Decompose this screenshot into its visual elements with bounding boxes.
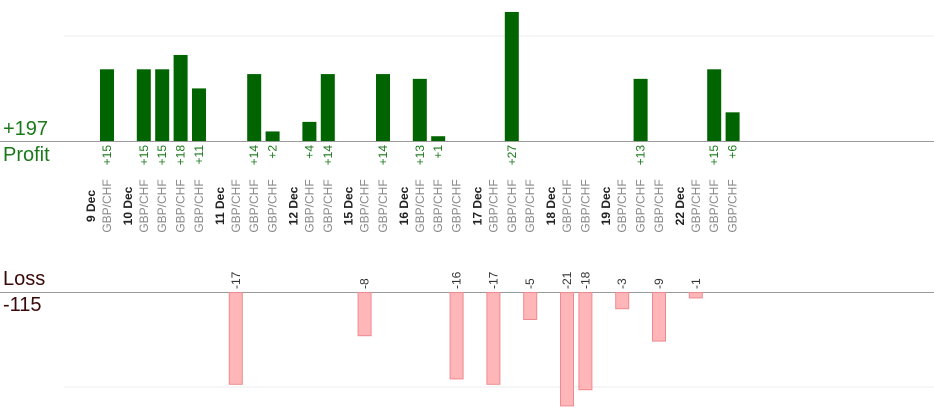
pair-label: GBP/CHF	[413, 179, 427, 232]
loss-value-label: -21	[560, 271, 574, 289]
pair-label: GBP/CHF	[376, 179, 390, 232]
loss-bar	[560, 292, 574, 407]
pair-label: GBP/CHF	[192, 179, 206, 232]
pair-label: GBP/CHF	[652, 179, 666, 232]
date-label: 9 Dec	[84, 190, 98, 222]
profit-bar	[192, 88, 206, 141]
profit-bar	[173, 54, 188, 141]
profit-value-label: +13	[634, 145, 648, 166]
profit-value-label: +4	[302, 145, 316, 159]
loss-bar	[615, 292, 630, 310]
pair-label: GBP/CHF	[726, 179, 740, 232]
loss-value-label: -18	[578, 271, 592, 289]
profit-value-label: +14	[247, 145, 261, 166]
pair-label: GBP/CHF	[431, 179, 445, 232]
profit-value-label: +14	[376, 145, 390, 166]
loss-bar	[449, 292, 464, 380]
pair-label: GBP/CHF	[321, 179, 335, 232]
profit-value-label: +18	[174, 145, 188, 166]
loss-bar	[357, 292, 372, 337]
profit-bar	[431, 136, 446, 141]
profit-value-label: +11	[192, 145, 206, 165]
date-label: 22 Dec	[673, 186, 687, 225]
pair-label: GBP/CHF	[450, 179, 464, 232]
pair-label: GBP/CHF	[247, 179, 261, 232]
profit-value-label: +6	[726, 145, 740, 159]
profit-bar	[504, 11, 519, 141]
profit-value-label: +15	[100, 145, 114, 166]
pair-label: GBP/CHF	[523, 179, 537, 232]
pair-label: GBP/CHF	[689, 179, 703, 232]
pair-label: GBP/CHF	[486, 179, 500, 232]
profit-value-label: +1	[431, 145, 445, 159]
profit-bar	[412, 78, 427, 141]
loss-bar	[228, 292, 243, 385]
profit-bar	[155, 69, 170, 141]
loss-value-label: -17	[486, 271, 500, 289]
pair-label: GBP/CHF	[229, 179, 243, 232]
pair-label: GBP/CHF	[174, 179, 188, 232]
loss-value-label: -3	[615, 278, 629, 289]
pair-label: GBP/CHF	[615, 179, 629, 232]
profit-bar	[633, 78, 648, 141]
profit-bar	[265, 131, 280, 141]
pair-label: GBP/CHF	[155, 179, 169, 232]
profit-value-label: +15	[707, 145, 721, 166]
loss-value-label: -5	[523, 278, 537, 289]
pair-label: GBP/CHF	[302, 179, 316, 232]
date-label: 12 Dec	[286, 186, 300, 225]
profit-bar	[100, 69, 114, 141]
pair-label: GBP/CHF	[560, 179, 574, 232]
pair-label: GBP/CHF	[266, 179, 280, 232]
loss-value-label: -9	[652, 278, 666, 289]
profit-bar	[320, 74, 335, 141]
date-label: 16 Dec	[397, 186, 411, 225]
profit-bar	[725, 112, 740, 141]
profit-total: +197	[3, 118, 49, 140]
loss-bar	[578, 292, 593, 391]
loss-value-label: -1	[689, 278, 703, 289]
pair-label: GBP/CHF	[137, 179, 151, 232]
profit-bar	[247, 74, 262, 141]
profit-value-label: +13	[413, 145, 427, 166]
pair-label: GBP/CHF	[505, 179, 519, 232]
profit-label: Profit	[3, 144, 50, 166]
loss-label: Loss	[3, 268, 46, 290]
profit-value-label: +2	[266, 145, 280, 159]
pair-label: GBP/CHF	[707, 179, 721, 232]
profit-value-label: +27	[505, 145, 519, 166]
loss-total: -115	[3, 294, 42, 316]
pair-label: GBP/CHF	[358, 179, 372, 232]
profit-value-label: +15	[137, 145, 151, 166]
date-label: 18 Dec	[544, 186, 558, 225]
loss-value-label: -17	[229, 271, 243, 289]
date-label: 17 Dec	[470, 186, 484, 225]
loss-bar	[652, 292, 666, 342]
date-label: 15 Dec	[342, 186, 356, 225]
profit-bar	[707, 69, 722, 141]
loss-bar	[688, 292, 703, 299]
profit-value-label: +15	[155, 145, 169, 166]
profit-bar	[376, 74, 390, 141]
grid	[0, 35, 934, 388]
profit-value-label: +14	[321, 145, 335, 166]
date-label: 19 Dec	[599, 186, 613, 225]
loss-bar	[523, 292, 538, 320]
pair-label: GBP/CHF	[578, 179, 592, 232]
profit-bar	[302, 121, 317, 141]
date-label: 10 Dec	[121, 186, 135, 225]
bars	[100, 11, 740, 407]
pair-label: GBP/CHF	[100, 179, 114, 232]
loss-value-label: -8	[358, 278, 372, 289]
pair-label: GBP/CHF	[634, 179, 648, 232]
profit-bar	[136, 69, 151, 141]
loss-bar	[486, 292, 501, 385]
date-label: 11 Dec	[213, 187, 227, 225]
loss-value-label: -16	[450, 271, 464, 289]
